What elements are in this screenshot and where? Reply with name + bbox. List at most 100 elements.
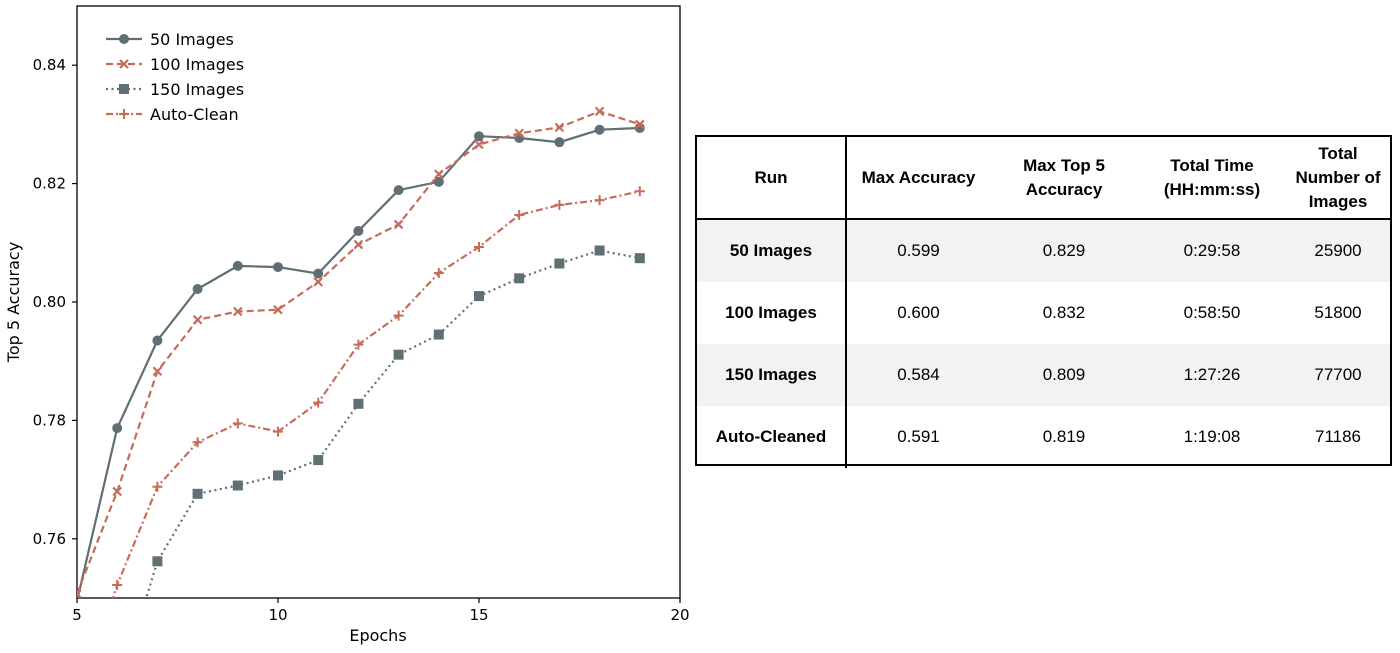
data-point bbox=[474, 131, 484, 142]
data-point bbox=[393, 310, 404, 321]
row-label: 50 Images bbox=[697, 219, 847, 282]
data-point bbox=[433, 329, 444, 340]
data-point bbox=[112, 579, 123, 590]
x-tick-label: 10 bbox=[268, 606, 287, 624]
data-point bbox=[112, 423, 123, 434]
data-point bbox=[152, 366, 163, 377]
data-point bbox=[232, 418, 243, 429]
row-label: 150 Images bbox=[697, 344, 847, 406]
results-table-container: Run Max Accuracy Max Top 5 Accuracy Tota… bbox=[695, 135, 1392, 468]
cell-max-top5-accuracy: 0.832 bbox=[1042, 303, 1086, 322]
table-row: 100 Images 0.600 0.832 0:58:50 51800 bbox=[697, 282, 1390, 344]
cell-max-top5-accuracy: 0.829 bbox=[990, 219, 1138, 282]
y-tick-label: 0.80 bbox=[33, 293, 66, 311]
data-point bbox=[152, 556, 163, 567]
cell-total-images: 51800 bbox=[1314, 303, 1362, 322]
data-point bbox=[353, 339, 364, 350]
legend-label: 50 Images bbox=[150, 30, 234, 49]
data-point bbox=[353, 225, 364, 236]
data-point bbox=[192, 437, 203, 448]
cell-total-images: 25900 bbox=[1286, 219, 1390, 282]
cell-max-accuracy: 0.600 bbox=[897, 303, 940, 322]
cell-total-images: 71186 bbox=[1314, 427, 1361, 446]
x-tick-label: 15 bbox=[469, 606, 488, 624]
data-point bbox=[554, 122, 565, 133]
y-tick-label: 0.82 bbox=[33, 175, 66, 193]
cell-total-time: 0:58:50 bbox=[1183, 303, 1241, 322]
header-max-accuracy: Max Accuracy bbox=[846, 137, 990, 220]
data-point bbox=[353, 398, 364, 409]
data-point bbox=[77, 589, 82, 598]
data-point bbox=[192, 488, 203, 499]
data-point bbox=[313, 268, 324, 279]
legend-label: 150 Images bbox=[150, 80, 244, 99]
x-tick-label: 5 bbox=[72, 606, 82, 624]
row-label: 100 Images bbox=[697, 282, 847, 344]
data-point bbox=[554, 258, 565, 269]
series-line bbox=[77, 110, 641, 595]
data-point bbox=[635, 119, 645, 130]
series-line bbox=[145, 249, 641, 598]
data-point bbox=[192, 314, 203, 325]
table-header-row: Run Max Accuracy Max Top 5 Accuracy Tota… bbox=[697, 137, 1390, 220]
cell-total-time: 0:29:58 bbox=[1138, 219, 1286, 282]
legend-label: Auto-Clean bbox=[150, 105, 239, 124]
data-point bbox=[393, 349, 404, 360]
series-150-images bbox=[145, 245, 645, 598]
cell-total-time: 1:19:08 bbox=[1183, 427, 1241, 446]
data-point bbox=[313, 277, 323, 287]
data-point bbox=[514, 273, 525, 284]
axis-ticks: 5 10 15 20 0.76 0.78 0.80 0.82 0.84 bbox=[33, 56, 690, 624]
data-point bbox=[474, 139, 484, 150]
data-point bbox=[313, 397, 324, 408]
data-point bbox=[594, 245, 605, 256]
y-axis-label: Top 5 Accuracy bbox=[4, 242, 23, 363]
table-row: 150 Images 0.584 0.809 1:27:26 77700 bbox=[697, 344, 1390, 406]
data-point bbox=[273, 426, 283, 437]
cell-total-images: 77700 bbox=[1286, 344, 1390, 406]
series-auto-clean bbox=[111, 186, 645, 598]
series-line bbox=[77, 126, 640, 598]
legend-marker bbox=[119, 34, 129, 44]
data-point bbox=[152, 335, 163, 346]
legend: 50 Images 100 Images 150 Images Auto-Clean bbox=[106, 30, 244, 124]
data-point bbox=[353, 239, 364, 250]
cell-max-accuracy: 0.591 bbox=[897, 427, 940, 446]
data-point bbox=[393, 219, 404, 230]
accuracy-line-chart: 5 10 15 20 0.76 0.78 0.80 0.82 0.84 Epochs Top 5… bbox=[4, 5, 690, 645]
data-point bbox=[233, 306, 243, 317]
y-tick-label: 0.84 bbox=[33, 56, 66, 74]
data-point bbox=[554, 199, 565, 210]
data-point bbox=[192, 283, 203, 294]
data-point bbox=[594, 106, 605, 117]
header-total-time: Total Time (HH:mm:ss) bbox=[1138, 137, 1286, 220]
data-point bbox=[433, 176, 444, 187]
data-point bbox=[232, 260, 243, 271]
data-point bbox=[433, 267, 444, 278]
y-tick-label: 0.76 bbox=[33, 530, 66, 548]
data-point bbox=[112, 486, 122, 497]
data-point bbox=[634, 186, 645, 197]
data-point bbox=[594, 124, 605, 135]
y-tick-label: 0.78 bbox=[33, 411, 66, 429]
data-point bbox=[273, 470, 283, 481]
x-tick-label: 20 bbox=[670, 606, 689, 624]
x-axis-label: Epochs bbox=[349, 626, 406, 645]
legend-marker bbox=[119, 59, 129, 69]
legend-marker bbox=[119, 84, 129, 94]
results-table: Run Max Accuracy Max Top 5 Accuracy Tota… bbox=[697, 137, 1390, 468]
cell-max-top5-accuracy: 0.819 bbox=[1042, 427, 1086, 446]
data-point bbox=[514, 209, 525, 220]
series-100-images bbox=[77, 106, 645, 598]
data-point bbox=[393, 185, 404, 196]
header-total-images: Total Number of Images bbox=[1286, 137, 1390, 220]
series-lines bbox=[77, 106, 645, 598]
header-run: Run bbox=[697, 137, 847, 220]
data-point bbox=[474, 291, 484, 302]
cell-max-top5-accuracy: 0.809 bbox=[990, 344, 1138, 406]
data-point bbox=[594, 195, 605, 206]
data-point bbox=[313, 455, 324, 466]
data-point bbox=[273, 304, 283, 315]
cell-total-time: 1:27:26 bbox=[1138, 344, 1286, 406]
data-point bbox=[634, 253, 645, 264]
